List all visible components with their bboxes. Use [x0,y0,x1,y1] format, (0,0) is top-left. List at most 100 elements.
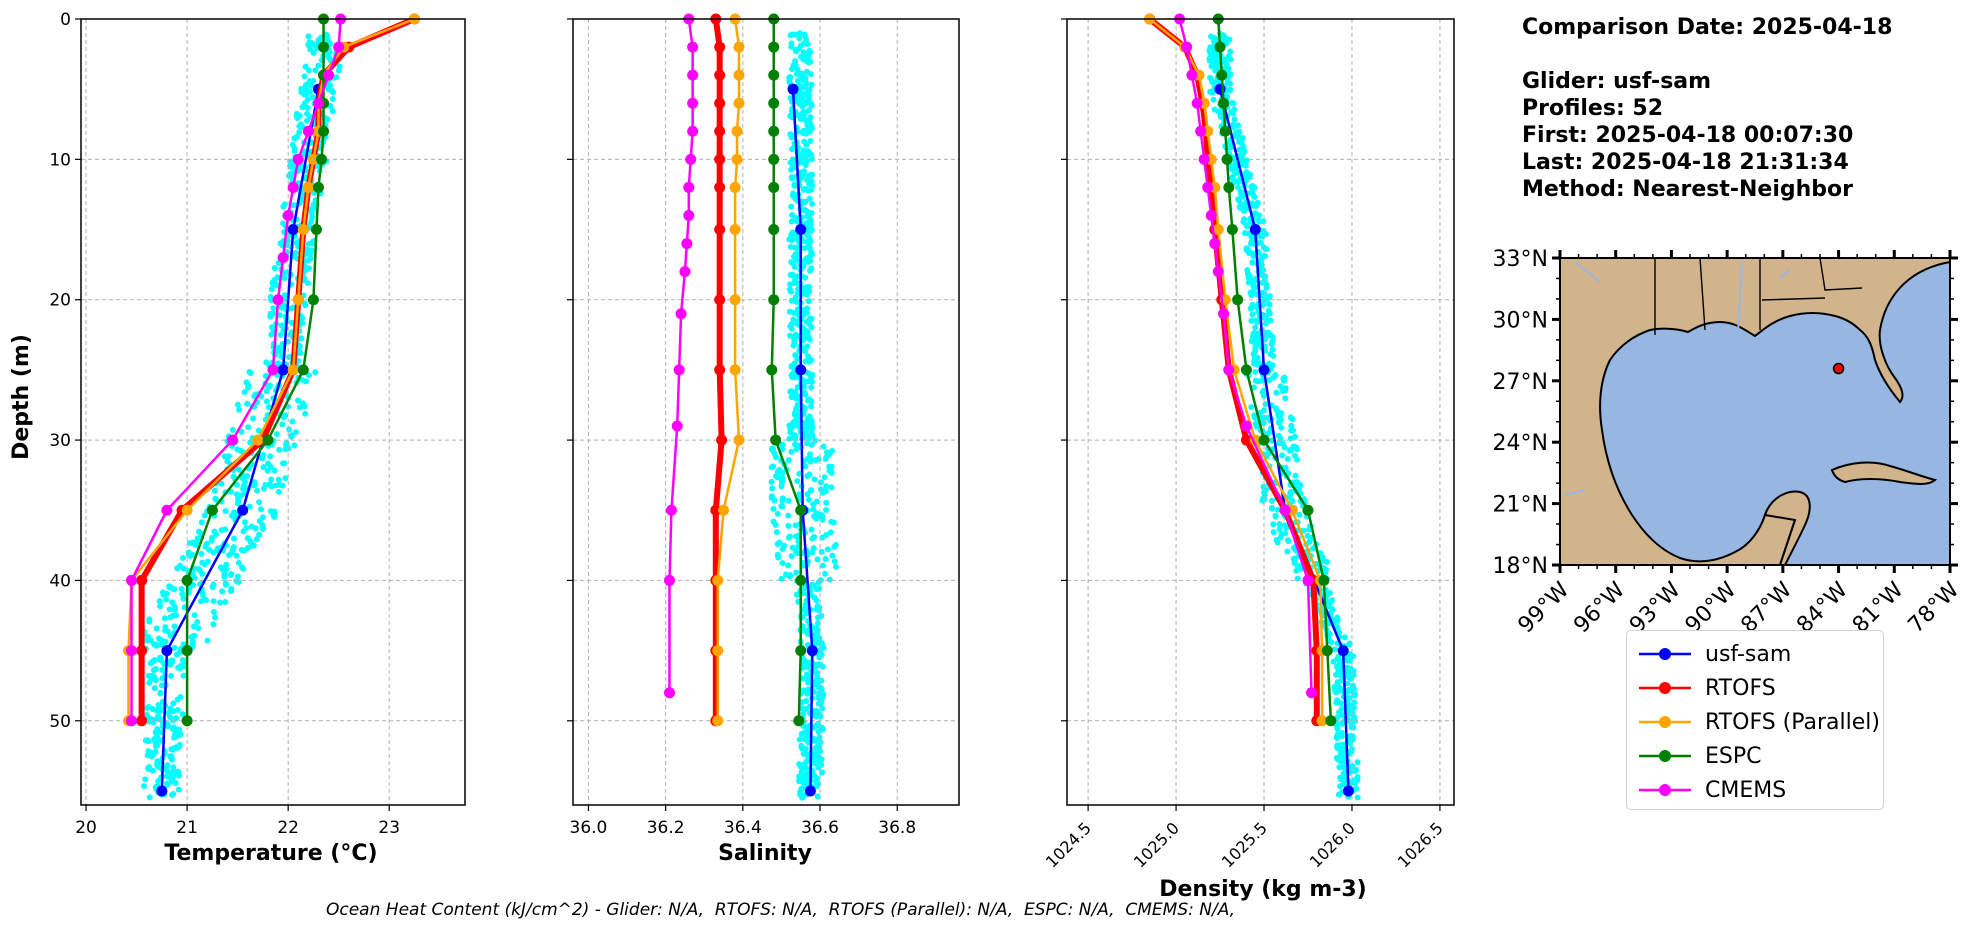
glider-scatter-point [276,312,283,319]
glider-scatter-point [811,637,818,644]
series-point [161,504,173,516]
glider-scatter-point [807,122,814,129]
series-point [316,153,328,165]
glider-scatter-point [806,336,813,343]
series-layer [122,13,1354,797]
glider-scatter-point [814,556,821,563]
glider-scatter-point [174,706,181,713]
glider-scatter-point [168,778,175,785]
series-point [681,238,693,250]
glider-scatter-point [770,463,777,470]
glider-scatter-point [1304,532,1311,539]
series-point [1342,785,1354,797]
glider-scatter-point [1244,246,1251,253]
glider-scatter-point [1276,521,1283,528]
glider-scatter-point [793,245,800,252]
series-line-cmems [1178,18,1313,693]
glider-scatter-point [820,562,827,569]
glider-scatter-point [802,75,809,82]
glider-scatter-point [305,372,312,379]
glider-scatter-point [1227,56,1234,63]
glider-scatter-point [293,429,300,436]
glider-scatter-point [201,512,208,519]
glider-scatter-point [153,625,160,632]
glider-scatter-point [166,606,173,613]
y-tick-label: 40 [49,571,71,591]
glider-scatter-point [829,552,836,559]
glider-scatter-point [330,89,337,96]
glider-scatter-point [1239,135,1246,142]
glider-scatter-point [1297,481,1304,488]
glider-scatter-point [1278,410,1285,417]
x-tick-label: 22 [277,818,299,838]
glider-scatter-point [173,651,180,658]
series-point [292,294,304,306]
series-point [252,434,264,446]
glider-scatter-point [141,783,148,790]
glider-scatter-point [803,771,810,778]
series-point [1325,715,1337,727]
glider-scatter-point [299,400,306,407]
series-point [714,97,726,109]
glider-scatter-point [788,394,795,401]
glider-scatter-point [792,435,799,442]
glider-scatter-point [1337,776,1344,783]
glider-scatter-point [152,748,159,755]
series-point [1218,97,1230,109]
glider-scatter-point [1323,558,1330,565]
glider-scatter-point [221,573,228,580]
glider-scatter-point [787,74,794,81]
glider-scatter-point [151,674,158,681]
series-point [714,364,726,376]
glider-scatter-point [831,558,838,565]
glider-scatter-point [814,620,821,627]
glider-scatter-point [1262,273,1269,280]
glider-scatter-point [807,583,814,590]
glider-scatter-point [1282,530,1289,537]
series-point [714,69,726,81]
series-point [733,434,745,446]
glider-scatter-point [299,314,306,321]
glider-scatter-point [819,726,826,733]
map-lat-label: 18°N [1493,554,1548,579]
glider-scatter-point [779,560,786,567]
glider-scatter-point [807,451,814,458]
series-point [302,181,314,193]
glider-scatter-point [1236,203,1243,210]
x-axis-label-salinity: Salinity [718,841,812,866]
legend: usf-sam RTOFS RTOFS (Parallel) ESPC CMEMS [1626,630,1884,810]
glider-scatter-point [819,534,826,541]
glider-scatter-point [303,91,310,98]
glider-scatter-point [828,484,835,491]
glider-scatter-point [270,305,277,312]
glider-scatter-point [149,767,156,774]
glider-scatter-point [1261,414,1268,421]
glider-scatter-point [157,603,164,610]
series-point [126,715,138,727]
series-point [1232,294,1244,306]
glider-scatter-point [1282,387,1289,394]
map-frame [1559,257,1951,566]
glider-scatter-point [807,71,814,78]
glider-scatter-point [1248,317,1255,324]
glider-scatter-point [796,100,803,107]
map-rivers [1564,261,1791,496]
glider-scatter-point [796,470,803,477]
series-point [333,41,345,53]
glider-scatter-point [180,663,187,670]
glider-scatter-point [774,541,781,548]
glider-scatter-point [268,476,275,483]
glider-scatter-point [1269,362,1276,369]
glider-scatter-point [1229,174,1236,181]
glider-scatter-point [304,280,311,287]
glider-scatter-point [180,672,187,679]
series-point [687,125,699,137]
glider-scatter-point [805,353,812,360]
series-point [1316,715,1328,727]
glider-scatter-point [288,433,295,440]
glider-scatter-point [257,506,264,513]
glider-scatter-point [785,497,792,504]
glider-scatter-point [1249,259,1256,266]
glider-scatter-point [166,583,173,590]
glider-scatter-point [157,708,164,715]
